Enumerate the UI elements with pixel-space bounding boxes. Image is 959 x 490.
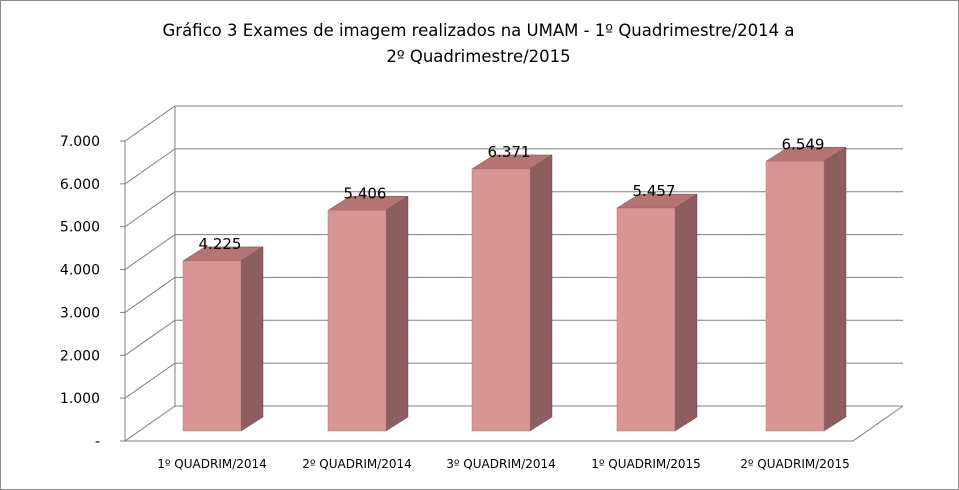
- bar-side: [674, 193, 698, 432]
- bar-front: [327, 210, 387, 432]
- floor-edge: [125, 405, 904, 442]
- bar: [182, 246, 264, 432]
- y-tick-label: 1.000: [60, 391, 100, 407]
- data-label: 5.457: [633, 182, 676, 200]
- y-tick-label: 3.000: [60, 305, 100, 321]
- data-label: 5.406: [344, 184, 387, 202]
- y-tick-label: 4.000: [60, 263, 100, 279]
- gridline-side: [124, 319, 176, 356]
- bar-front: [182, 260, 242, 432]
- bar-front: [616, 207, 676, 432]
- bar-front: [765, 161, 825, 432]
- y-tick-label: 6.000: [60, 177, 100, 193]
- chart-title-line-1: Gráfico 3 Exames de imagem realizados na…: [162, 21, 795, 40]
- bar: [765, 146, 847, 432]
- category-label: 1º QUADRIM/2014: [157, 457, 267, 471]
- category-label: 2º QUADRIM/2014: [302, 457, 412, 471]
- gridline-side: [124, 277, 176, 313]
- gridline-side: [124, 234, 176, 270]
- data-labels: 4.225 5.406 6.371 5.457 6.549: [199, 135, 825, 253]
- data-label: 6.371: [488, 143, 531, 161]
- y-tick-label: -: [95, 434, 100, 450]
- gridline-side: [124, 105, 176, 142]
- category-label: 3º QUADRIM/2014: [446, 457, 556, 471]
- category-label: 2º QUADRIM/2015: [740, 457, 850, 471]
- gridline-side: [124, 362, 176, 399]
- bar: [471, 154, 553, 432]
- bar: [327, 195, 409, 432]
- bar-side: [823, 146, 847, 432]
- gridline-side: [124, 148, 176, 185]
- category-label: 1º QUADRIM/2015: [591, 457, 701, 471]
- y-tick-label: 2.000: [60, 348, 100, 364]
- x-axis-categories: 1º QUADRIM/2014 2º QUADRIM/2014 3º QUADRIM…: [157, 457, 850, 471]
- bar-side: [240, 246, 264, 432]
- bar: [616, 193, 698, 432]
- gridline-side: [124, 191, 176, 228]
- bars: [182, 146, 847, 432]
- gridline-side: [124, 405, 176, 442]
- data-label: 4.225: [199, 235, 242, 253]
- data-label: 6.549: [782, 135, 825, 153]
- bar-side: [529, 154, 553, 432]
- y-axis-ticks: - 1.000 2.000 3.000 4.000 5.000 6.000 7.000: [60, 134, 100, 450]
- bar-front: [471, 168, 531, 432]
- chart-title: Gráfico 3 Exames de imagem realizados na…: [0, 18, 957, 70]
- chart-title-line-2: 2º Quadrimestre/2015: [386, 47, 571, 66]
- bar-side: [385, 195, 409, 432]
- y-tick-label: 5.000: [60, 220, 100, 236]
- y-tick-label: 7.000: [60, 134, 100, 150]
